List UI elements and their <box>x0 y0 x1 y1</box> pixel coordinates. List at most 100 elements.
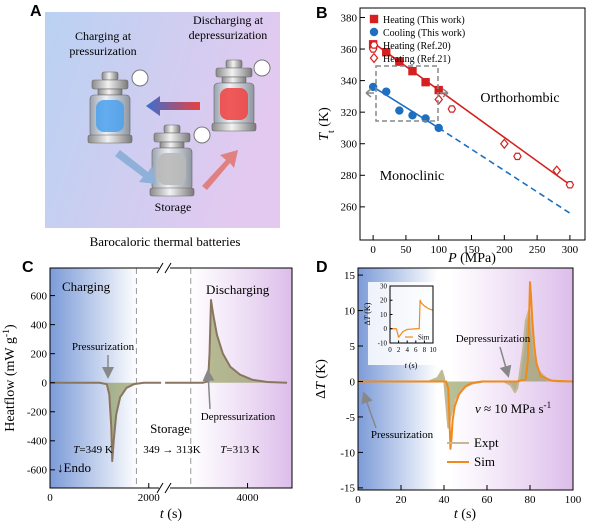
text-part: Pressurization <box>72 341 135 353</box>
area <box>358 310 573 428</box>
text-part: T <box>220 444 227 456</box>
fit-line <box>438 127 571 214</box>
x-tick-label: 80 <box>525 494 537 506</box>
y-tick-label: 280 <box>341 170 358 182</box>
x-axis-label: t (s) <box>405 361 418 370</box>
marker <box>369 14 379 24</box>
legend-label: Heating (Ref.21) <box>383 54 451 65</box>
legend-label: Heating (Ref.20) <box>383 41 451 52</box>
axis-break-mark <box>156 262 172 494</box>
x-tick-label: 10 <box>430 346 438 354</box>
x-tick-label: 0 <box>388 346 392 354</box>
marker <box>369 52 379 64</box>
annotation: Depressurization <box>201 411 276 423</box>
fit-line <box>372 42 571 186</box>
y-tick-label: 10 <box>344 305 356 317</box>
x-axis-label: t (s) <box>160 507 183 522</box>
y-tick-label: -600 <box>27 465 48 477</box>
text-part: Storage <box>150 421 190 436</box>
y-tick-label: 10 <box>380 311 388 319</box>
arrow <box>361 391 377 429</box>
x-tick-label: 2000 <box>138 492 161 504</box>
y-tick-label: 15 <box>344 270 356 282</box>
y-tick-label: -200 <box>27 407 48 419</box>
text-part: =313 K <box>226 444 259 456</box>
red-core <box>220 88 248 120</box>
marker <box>408 66 417 76</box>
y-axis-label: Heatflow (mW g-1) <box>1 324 19 432</box>
marker <box>421 77 430 87</box>
y-tick-label: -5 <box>346 412 356 424</box>
x-tick-label: 0 <box>355 494 361 506</box>
text-part: t <box>405 361 408 370</box>
x-tick-label: 60 <box>482 494 494 506</box>
arrow <box>499 346 512 378</box>
plot-area <box>390 299 433 338</box>
y-axis-label: ΔT (K) <box>363 302 372 325</box>
x-tick-label: 150 <box>463 244 480 256</box>
line <box>50 298 288 463</box>
text-part: (K) <box>314 359 329 382</box>
text-part: (s) <box>407 361 418 370</box>
text-part: Monoclinic <box>380 169 445 184</box>
text-part: (MPa) <box>457 251 497 266</box>
x-tick-label: 50 <box>400 244 412 256</box>
y-tick-label: 200 <box>31 349 48 361</box>
text-part: =349 K <box>79 444 112 456</box>
panel-label: D <box>316 259 328 276</box>
y-axis-label: Tt (K) <box>317 107 337 141</box>
text-part: Depressurization <box>201 411 276 423</box>
y-tick-label: 300 <box>341 139 358 151</box>
axis-break <box>159 484 170 492</box>
x-axis-label: t (s) <box>454 507 477 522</box>
x-tick-label: 0 <box>47 492 53 504</box>
x-tick-label: 100 <box>430 244 447 256</box>
y-tick-label: 400 <box>31 319 48 331</box>
annotation: Pressurization <box>371 429 434 441</box>
text-part: (s) <box>458 507 477 522</box>
marker <box>368 82 378 92</box>
highlight-box <box>375 65 439 122</box>
text-part: t <box>454 507 459 522</box>
marker <box>513 152 522 161</box>
annotation: Monoclinic <box>380 169 445 184</box>
arrow <box>146 96 200 116</box>
marker <box>382 87 391 96</box>
panel-label: C <box>22 259 34 276</box>
plot-frame <box>357 267 574 491</box>
x-tick-label: 100 <box>565 494 582 506</box>
label: Storage <box>155 200 192 214</box>
text-part: (K) <box>317 107 332 130</box>
text-part: Δ <box>314 390 329 399</box>
grey-core <box>158 153 186 185</box>
x-tick-label: 8 <box>423 346 427 354</box>
text-part: Orthorhombic <box>480 91 559 106</box>
legend-label: Expt <box>474 435 499 450</box>
text-part: Heatflow (mW g <box>3 337 18 432</box>
text-part: t <box>326 130 337 133</box>
annotation: Depressurization <box>456 333 531 345</box>
x-axis-label: P (MPa) <box>447 251 496 266</box>
annotation: 349 → 313K <box>143 444 201 456</box>
y-tick-label: 340 <box>341 75 358 87</box>
x-tick-label: 4 <box>405 346 409 354</box>
gauge <box>253 59 271 77</box>
label: Charging at <box>75 29 132 43</box>
text-part: (s) <box>164 507 183 522</box>
y-tick-label: 30 <box>380 282 388 290</box>
y-tick-label: 20 <box>380 297 388 305</box>
x-tick-label: 250 <box>529 244 546 256</box>
annotation: T=349 K <box>73 444 113 456</box>
inset-background <box>368 282 437 365</box>
text-part: ≈ 10 MPa s <box>481 401 544 416</box>
plot-frame <box>49 267 293 489</box>
y-tick-label: 380 <box>341 12 358 24</box>
marker <box>395 106 404 115</box>
y-tick-label: -10 <box>378 339 388 347</box>
x-tick-label: 40 <box>439 494 451 506</box>
caption: Barocaloric thermal batteries <box>90 234 241 249</box>
annotation: Discharging <box>206 282 270 297</box>
marker <box>395 57 404 66</box>
